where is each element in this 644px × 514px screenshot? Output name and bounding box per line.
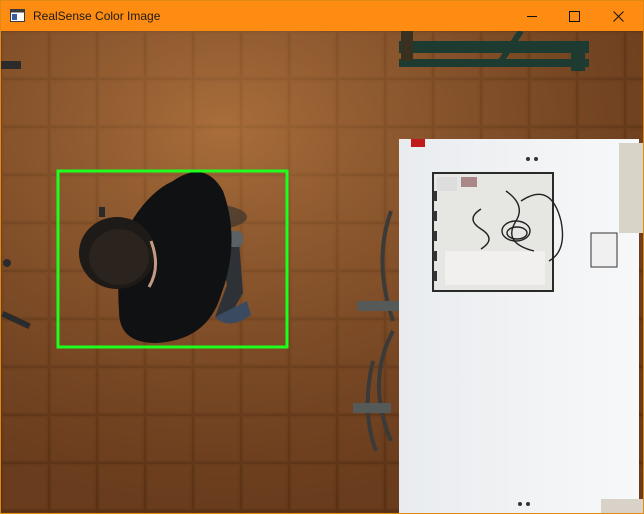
camera-image [1,31,643,513]
window-title: RealSense Color Image [33,9,161,23]
chairs [353,210,399,452]
detection-bounding-box [56,169,289,349]
left-edge-objects [1,61,31,330]
app-icon [10,9,25,22]
maximize-button[interactable] [551,1,597,31]
close-icon [612,10,624,22]
title-bar[interactable]: RealSense Color Image [1,1,643,31]
electronic-device [432,143,643,292]
minimize-icon [526,11,538,22]
maximize-icon [568,10,580,22]
close-button[interactable] [595,1,641,31]
camera-frame [1,31,643,513]
minimize-button[interactable] [509,1,555,31]
person [79,172,251,343]
bench [399,31,589,71]
